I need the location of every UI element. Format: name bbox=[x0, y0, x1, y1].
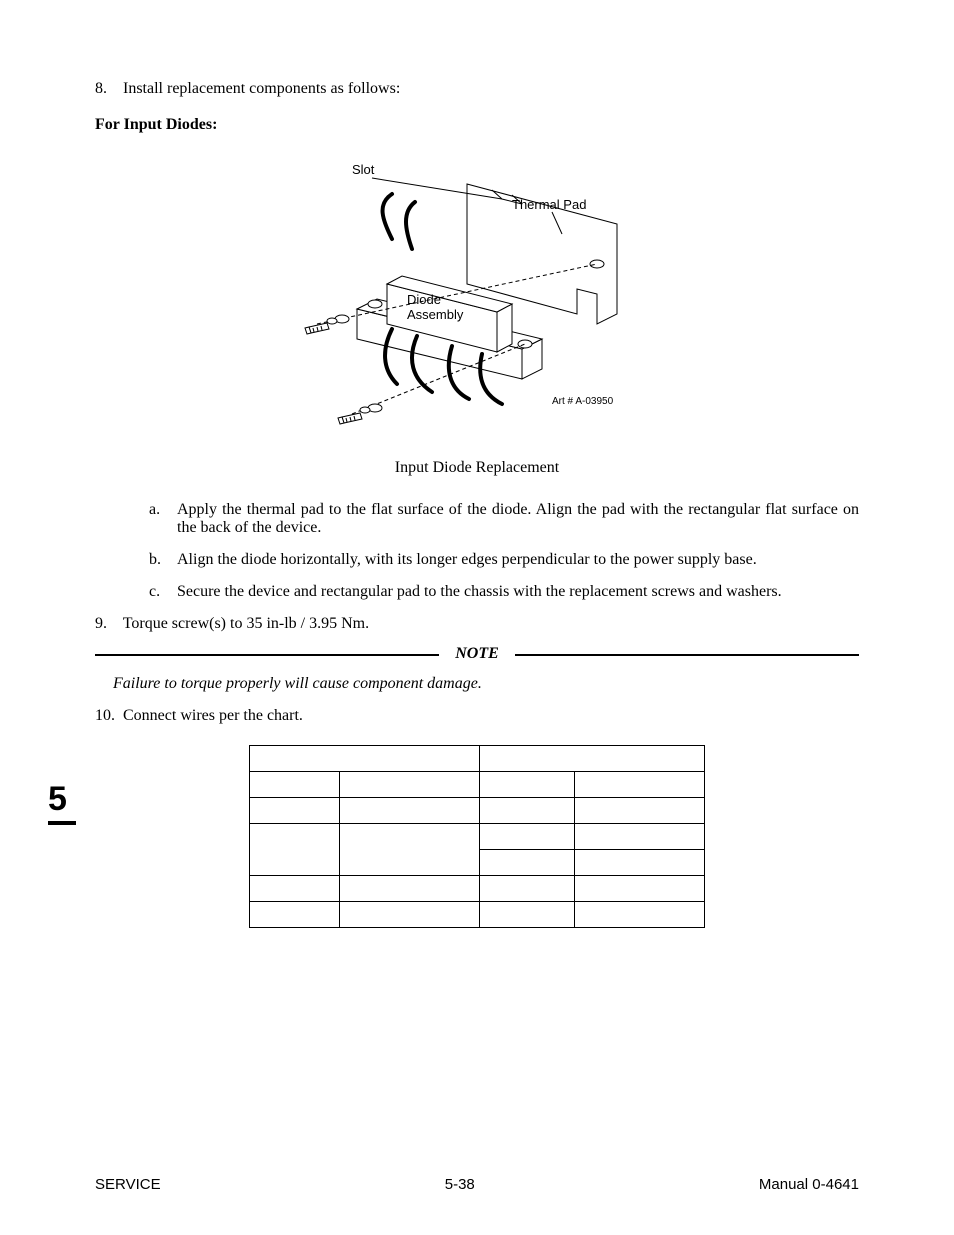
sub-c-label: c. bbox=[149, 583, 177, 601]
note-rule-left bbox=[95, 654, 439, 656]
section-tab: 5 bbox=[48, 780, 76, 825]
note-rule-right bbox=[515, 654, 859, 656]
step-8-text: Install replacement components as follow… bbox=[123, 80, 400, 97]
sub-item-c: c. Secure the device and rectangular pad… bbox=[149, 583, 859, 601]
sublist: a. Apply the thermal pad to the flat sur… bbox=[149, 501, 859, 601]
note-label: NOTE bbox=[447, 645, 507, 663]
label-slot: Slot bbox=[352, 162, 375, 177]
footer-left: SERVICE bbox=[95, 1176, 161, 1193]
section-tab-underline bbox=[48, 821, 76, 825]
footer-center: 5-38 bbox=[445, 1176, 475, 1193]
step-8: 8. Install replacement components as fol… bbox=[95, 80, 859, 98]
label-diode-l1: Diode bbox=[407, 292, 441, 307]
table-row bbox=[250, 876, 705, 902]
sub-c-text: Secure the device and rectangular pad to… bbox=[177, 583, 782, 601]
sub-item-a: a. Apply the thermal pad to the flat sur… bbox=[149, 501, 859, 537]
table-row bbox=[250, 902, 705, 928]
sub-a-label: a. bbox=[149, 501, 177, 537]
label-thermal-pad: Thermal Pad bbox=[512, 197, 586, 212]
step-10-num: 10. bbox=[95, 707, 119, 725]
footer-right: Manual 0-4641 bbox=[759, 1176, 859, 1193]
step-8-num: 8. bbox=[95, 80, 119, 98]
note-text: Failure to torque properly will cause co… bbox=[113, 675, 859, 693]
sub-b-label: b. bbox=[149, 551, 177, 569]
note-block: NOTE Failure to torque properly will cau… bbox=[95, 645, 859, 693]
step-9-num: 9. bbox=[95, 615, 119, 633]
table-row bbox=[250, 772, 705, 798]
step-9-text: Torque screw(s) to 35 in-lb / 3.95 Nm. bbox=[123, 615, 369, 632]
figure-input-diode: Slot Thermal Pad bbox=[95, 154, 859, 439]
label-art-number: Art # A-03950 bbox=[552, 396, 614, 407]
step-10: 10. Connect wires per the chart. bbox=[95, 707, 859, 725]
step-10-text: Connect wires per the chart. bbox=[123, 707, 303, 724]
diode-diagram-svg: Slot Thermal Pad bbox=[297, 154, 657, 434]
footer: SERVICE 5-38 Manual 0-4641 bbox=[95, 1176, 859, 1193]
table-row bbox=[250, 798, 705, 824]
subheading-input-diodes: For Input Diodes: bbox=[95, 116, 859, 134]
step-9: 9. Torque screw(s) to 35 in-lb / 3.95 Nm… bbox=[95, 615, 859, 633]
table-row bbox=[250, 824, 705, 850]
wire-chart-table-wrap bbox=[95, 745, 859, 928]
wire-chart-table bbox=[249, 745, 705, 928]
sub-item-b: b. Align the diode horizontally, with it… bbox=[149, 551, 859, 569]
sub-b-text: Align the diode horizontally, with its l… bbox=[177, 551, 757, 569]
sub-a-text: Apply the thermal pad to the flat surfac… bbox=[177, 501, 859, 537]
label-diode-l2: Assembly bbox=[407, 307, 464, 322]
table-row bbox=[250, 746, 705, 772]
section-tab-number: 5 bbox=[48, 780, 67, 818]
figure-caption: Input Diode Replacement bbox=[95, 459, 859, 477]
